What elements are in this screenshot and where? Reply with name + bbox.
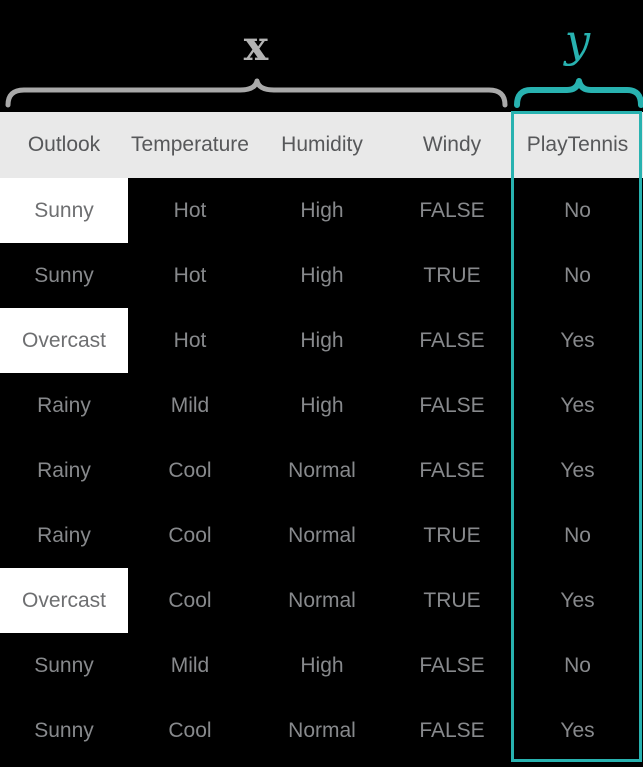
cell-outlook: Rainy [37,523,91,547]
cell-outlook-highlighted: Overcast [0,568,128,633]
cell-humidity: Normal [288,523,356,547]
annotation-braces [5,78,643,108]
cell-temperature: Cool [168,523,212,547]
cell-temperature: Cool [168,718,212,742]
cell-windy: FALSE [419,653,485,677]
cell-playtennis: Yes [560,328,595,352]
cell-windy: FALSE [419,393,485,417]
cell-temperature: Hot [173,198,207,222]
table-row: Overcast Hot High FALSE Yes [0,308,643,373]
table-row: Sunny Hot High FALSE No [0,178,643,243]
cell-humidity: High [300,198,344,222]
play-tennis-table: Outlook Temperature Humidity Windy PlayT… [0,112,643,763]
cell-windy: TRUE [423,523,481,547]
cell-windy: FALSE [419,458,485,482]
table-row: Sunny Cool Normal FALSE Yes [0,698,643,763]
column-header-outlook: Outlook [27,133,101,156]
cell-playtennis: Yes [560,393,595,417]
cell-humidity: High [300,653,344,677]
cell-humidity: High [300,328,344,352]
cell-playtennis: No [564,198,591,222]
cell-outlook-highlighted: Sunny [0,178,128,243]
cell-windy: FALSE [419,718,485,742]
cell-outlook: Rainy [37,393,91,417]
cell-windy: TRUE [423,263,481,287]
y-group-label: y [564,14,591,67]
cell-outlook: Sunny [34,718,94,742]
table-header-row: Outlook Temperature Humidity Windy PlayT… [0,112,643,178]
x-group-label: x [243,22,269,70]
cell-windy: FALSE [419,328,485,352]
cell-temperature: Cool [168,458,212,482]
cell-windy: TRUE [423,588,481,612]
table-row: Rainy Mild High FALSE Yes [0,373,643,438]
cell-temperature: Cool [168,588,212,612]
cell-playtennis: No [564,263,591,287]
cell-outlook: Rainy [37,458,91,482]
column-header-humidity: Humidity [281,133,363,156]
cell-temperature: Mild [170,393,210,417]
cell-humidity: High [300,393,344,417]
x-columns-brace-icon [5,78,508,108]
cell-playtennis: Yes [560,588,595,612]
table-row: Sunny Hot High TRUE No [0,243,643,308]
cell-outlook: Sunny [34,263,94,287]
column-header-windy: Windy [422,133,482,156]
table-row: Rainy Cool Normal TRUE No [0,503,643,568]
cell-temperature: Mild [170,653,210,677]
column-header-playtennis: PlayTennis [526,133,629,156]
cell-outlook: Sunny [34,653,94,677]
cell-playtennis: No [564,653,591,677]
cell-humidity: Normal [288,588,356,612]
cell-playtennis: Yes [560,458,595,482]
y-column-brace-icon [514,78,643,108]
cell-humidity: High [300,263,344,287]
cell-playtennis: No [564,523,591,547]
table-row: Rainy Cool Normal FALSE Yes [0,438,643,503]
cell-humidity: Normal [288,718,356,742]
cell-temperature: Hot [173,328,207,352]
cell-temperature: Hot [173,263,207,287]
cell-windy: FALSE [419,198,485,222]
cell-outlook-highlighted: Overcast [0,308,128,373]
cell-playtennis: Yes [560,718,595,742]
column-header-temperature: Temperature [131,133,249,156]
table-row: Sunny Mild High FALSE No [0,633,643,698]
table-row: Overcast Cool Normal TRUE Yes [0,568,643,633]
cell-humidity: Normal [288,458,356,482]
